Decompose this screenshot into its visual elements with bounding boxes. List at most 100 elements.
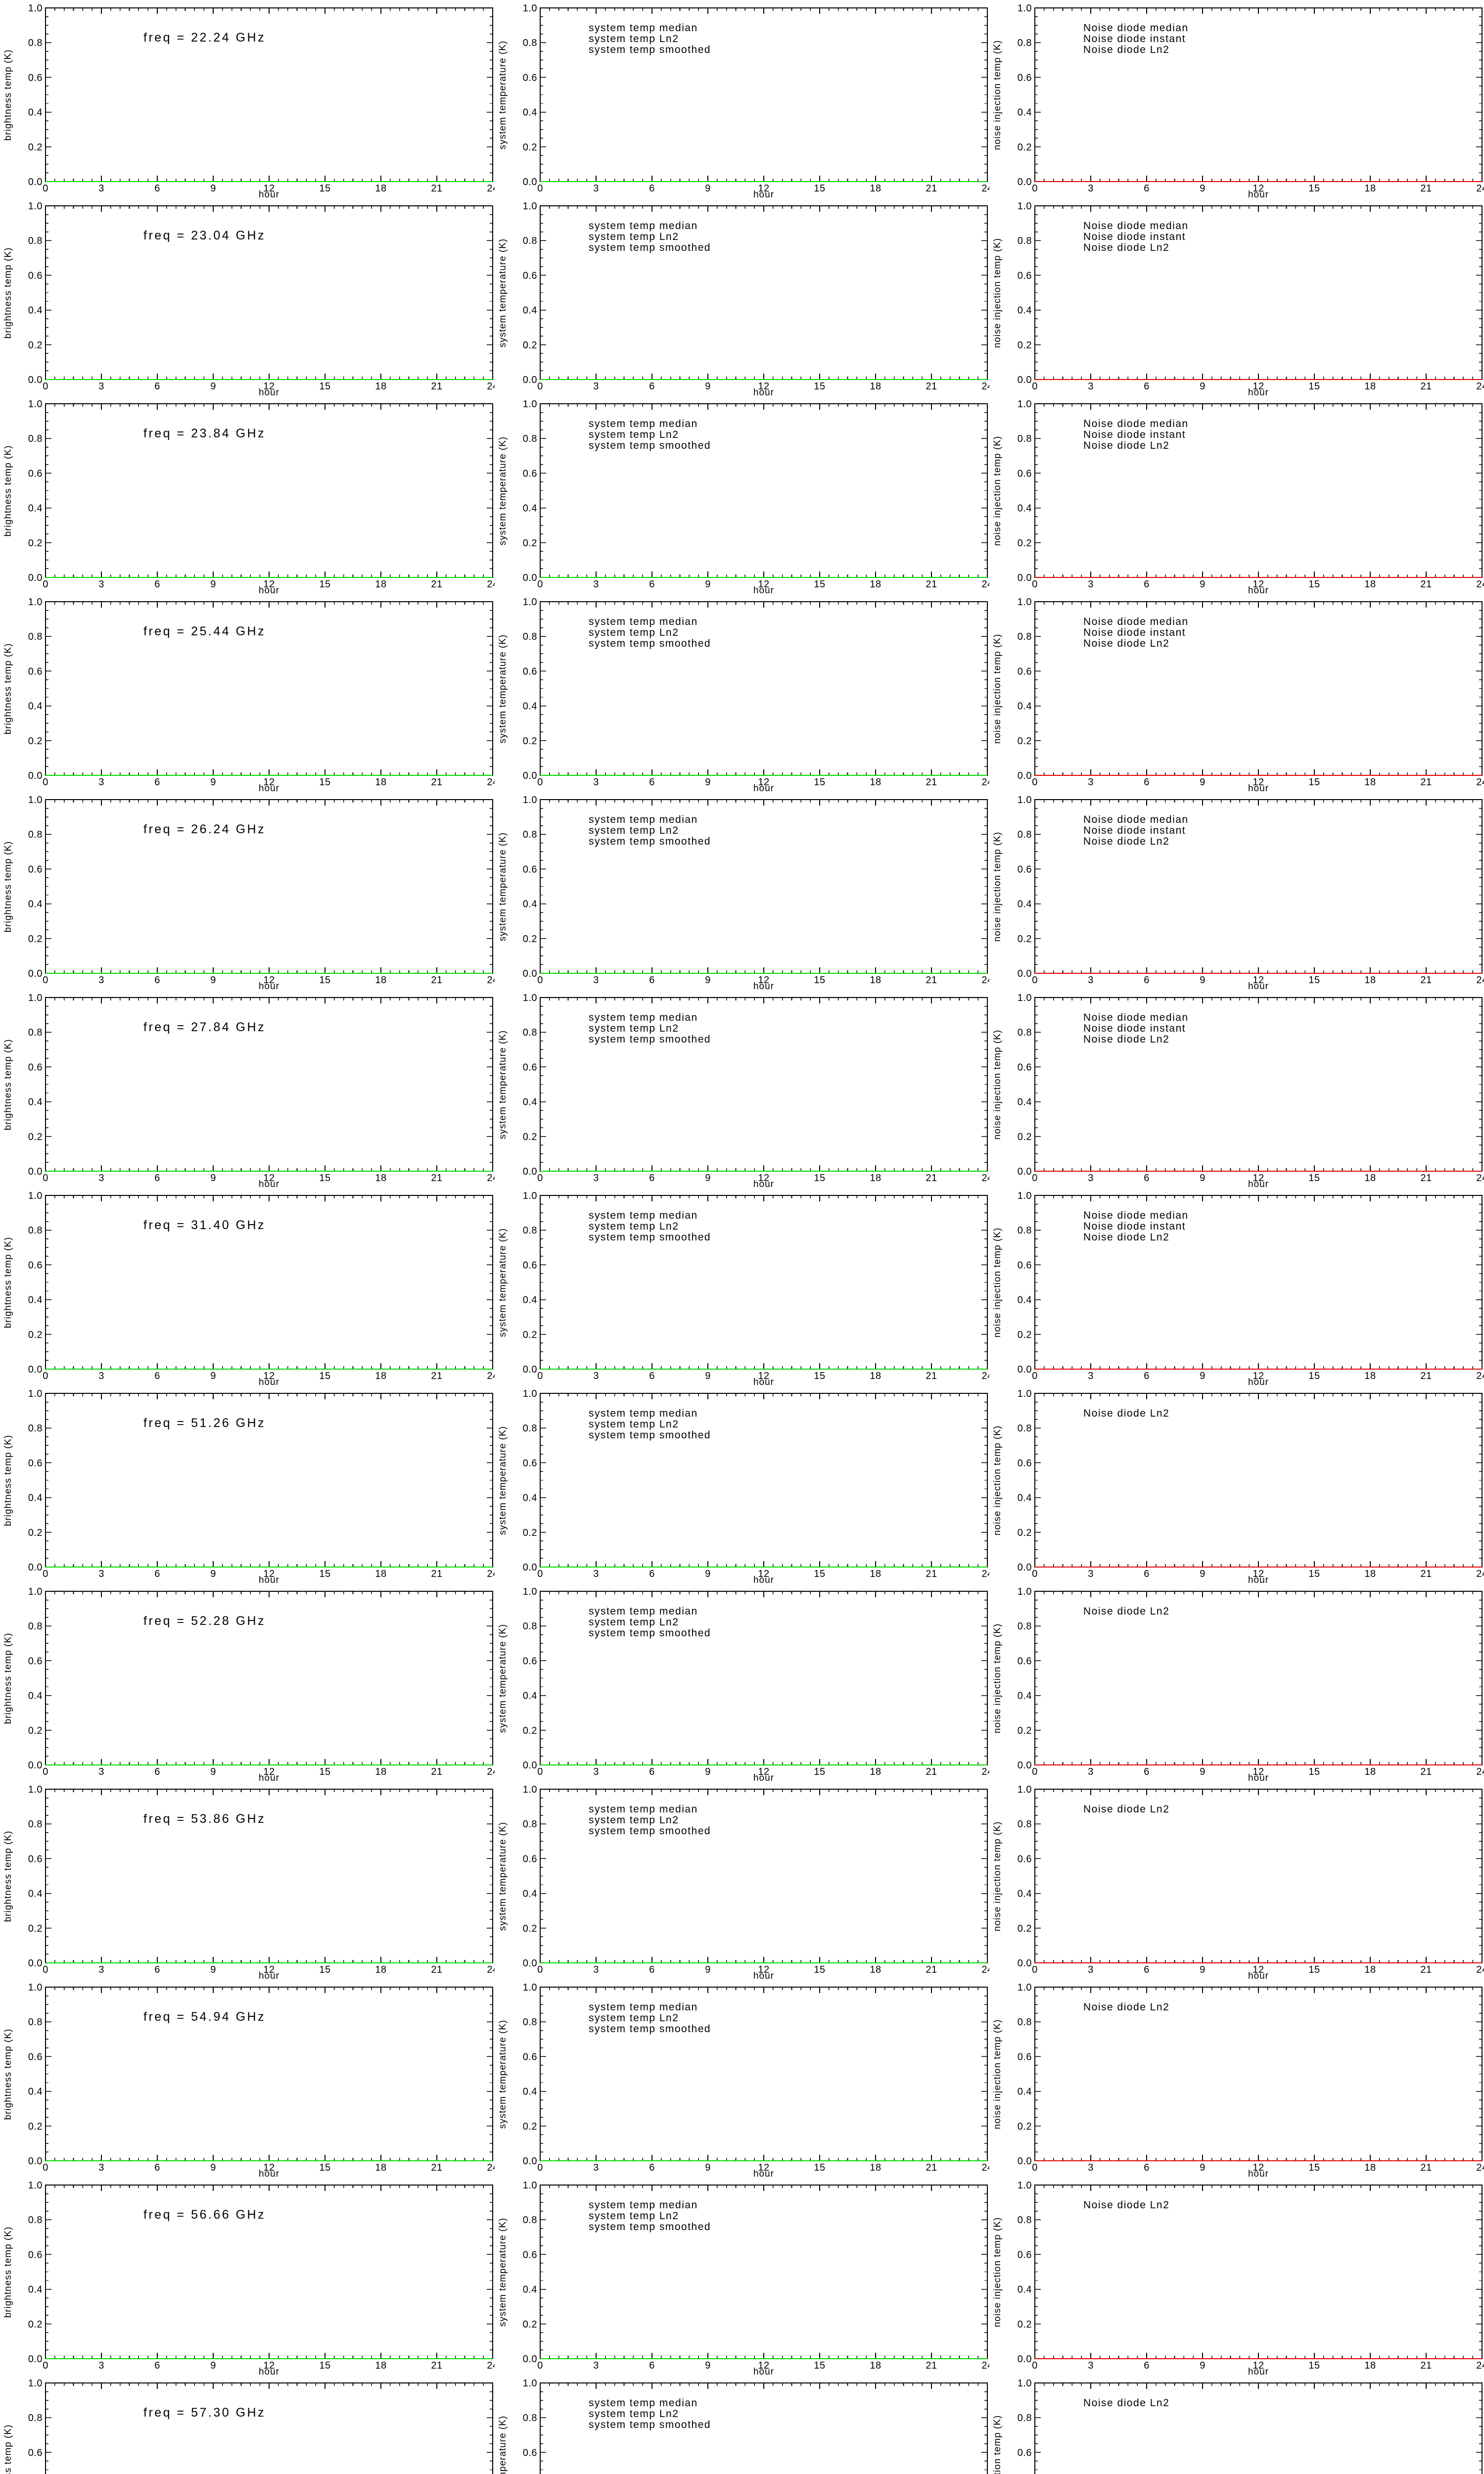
x-tick-label: 21 (926, 1569, 937, 1579)
x-tick-label: 24 (981, 381, 989, 392)
plot-row6-brightness-27.84GHz: 0.0 0.2 0.4 0.6 0.8 1.0 freq = 27.84 GHz 0 3 6 9 12… (0, 990, 495, 1188)
plot-svg-noise: 0.0 0.2 0.4 0.6 0.8 1.0 Noise diode Ln2 0 3 6 9 12 1… (992, 2180, 1484, 2375)
y-tick-label: 0.8 (523, 1027, 537, 1038)
y-tick-label: 0.8 (1018, 2017, 1032, 2028)
x-tick-label: 24 (1476, 777, 1484, 788)
x-tick-label: 9 (210, 183, 216, 194)
legend-entry-green: system temp smoothed (589, 2419, 711, 2430)
plot-svg-noise: 0.0 0.2 0.4 0.6 0.8 1.0 Noise diode Ln2 0 3 6 9 12 1… (992, 1784, 1484, 1979)
plot-frame (45, 601, 493, 776)
x-tick-label: 15 (814, 1569, 825, 1579)
y-tick-label: 1.0 (523, 2378, 537, 2389)
y-tick-label: 0.6 (28, 1656, 43, 1666)
freq-annotation: freq = 56.66 GHz (143, 2208, 266, 2222)
y-axis-title: noise injection temp (K) (992, 832, 1003, 942)
x-tick-label: 0 (537, 1371, 543, 1381)
legend-entry-green: Noise diode instant (1083, 33, 1186, 45)
y-tick-label: 0.0 (28, 968, 43, 979)
y-tick-label: 0.4 (1018, 1493, 1032, 1504)
legend-entry-red: Noise diode Ln2 (1083, 1232, 1169, 1243)
plot-frame (45, 1987, 493, 2161)
x-tick-label: 0 (537, 2360, 543, 2371)
legend-entry-blue: system temp median (589, 814, 698, 825)
x-tick-label: 6 (1144, 1569, 1150, 1579)
x-tick-label: 24 (1476, 1766, 1484, 1777)
legend-entry-red: system temp Ln2 (589, 2012, 679, 2024)
plot-frame (1034, 1393, 1483, 1568)
y-tick-label: 0.2 (523, 1330, 537, 1340)
plot-row2-system-23.04GHz: 0.0 0.2 0.4 0.6 0.8 1.0 system temp median syst… (495, 198, 989, 396)
y-tick-label: 0.0 (1018, 2354, 1032, 2365)
x-tick-label: 9 (705, 183, 711, 194)
x-tick-label: 24 (487, 975, 495, 986)
plot-row2-brightness-23.04GHz: 0.0 0.2 0.4 0.6 0.8 1.0 freq = 23.04 GHz 0 3 6 9 12… (0, 198, 495, 396)
y-axis-title: brightness temp (K) (3, 1039, 13, 1131)
plot-frame (1034, 2185, 1483, 2359)
x-tick-label: 18 (375, 1569, 386, 1579)
x-tick-label: 12 (1252, 2162, 1264, 2173)
x-tick-label: 0 (43, 579, 48, 590)
y-tick-label: 0.0 (28, 1562, 43, 1573)
legend-entry-green: Noise diode instant (1083, 1023, 1186, 1034)
x-tick-label: 6 (154, 183, 160, 194)
x-tick-label: 24 (981, 2360, 989, 2371)
x-axis-title: hour (259, 783, 279, 792)
x-axis-title: hour (753, 2169, 774, 2177)
x-tick-label: 21 (926, 2162, 937, 2173)
x-tick-label: 9 (210, 1173, 216, 1184)
plot-frame (45, 2382, 493, 2474)
y-tick-label: 0.6 (28, 864, 43, 875)
y-tick-label: 1.0 (28, 2180, 43, 2191)
legend-entry-blue: Noise diode median (1083, 220, 1189, 232)
x-tick-label: 21 (431, 777, 442, 788)
x-tick-label: 0 (1032, 183, 1038, 194)
y-tick-label: 0.8 (1018, 2215, 1032, 2226)
y-tick-label: 0.6 (1018, 468, 1032, 479)
plot-svg-brightness: 0.0 0.2 0.4 0.6 0.8 1.0 freq = 54.94 GHz 0 3 6 9 12… (3, 1982, 495, 2177)
x-tick-label: 0 (43, 1569, 48, 1579)
x-tick-label: 3 (593, 777, 599, 788)
y-axis-title: noise injection temp (K) (992, 1623, 1003, 1734)
x-axis-title: hour (1248, 1773, 1269, 1781)
x-tick-label: 12 (1252, 1766, 1264, 1777)
x-tick-label: 9 (210, 2360, 216, 2371)
y-tick-label: 0.8 (1018, 2413, 1032, 2424)
x-tick-label: 15 (1308, 975, 1320, 986)
y-tick-label: 0.0 (523, 968, 537, 979)
y-tick-label: 0.8 (28, 38, 43, 48)
x-tick-label: 0 (537, 381, 543, 392)
plot-row10-noise-53.86GHz: 0.0 0.2 0.4 0.6 0.8 1.0 Noise diode Ln2 0 3 6 9 12 1… (989, 1781, 1484, 1979)
x-tick-label: 12 (263, 381, 275, 392)
x-tick-label: 12 (1252, 579, 1264, 590)
x-axis-title: hour (753, 783, 774, 792)
x-axis-title: hour (259, 1971, 279, 1979)
plot-row6-noise-27.84GHz: 0.0 0.2 0.4 0.6 0.8 1.0 Noise diode median Nois… (989, 990, 1484, 1188)
legend-entry-red: system temp Ln2 (589, 1221, 679, 1232)
x-tick-label: 18 (1364, 183, 1376, 194)
y-tick-label: 0.6 (1018, 1854, 1032, 1864)
y-tick-label: 0.6 (523, 1656, 537, 1666)
y-tick-label: 1.0 (523, 1586, 537, 1597)
y-tick-label: 0.4 (1018, 503, 1032, 514)
x-tick-label: 21 (1420, 1766, 1432, 1777)
y-axis-title: noise injection temp (K) (992, 40, 1003, 150)
x-axis-title: hour (1248, 585, 1269, 594)
y-tick-label: 0.4 (28, 305, 43, 316)
x-tick-label: 15 (814, 1964, 825, 1975)
x-axis-title: hour (753, 981, 774, 990)
x-tick-label: 3 (593, 1371, 599, 1381)
x-tick-label: 3 (593, 1173, 599, 1184)
legend-entry-green: system temp smoothed (589, 2023, 711, 2035)
legend-entry-red: system temp Ln2 (589, 2408, 679, 2420)
y-axis-title: brightness temp (K) (3, 445, 13, 537)
x-tick-label: 21 (431, 579, 442, 590)
y-tick-label: 0.2 (28, 1725, 43, 1736)
x-tick-label: 0 (537, 1964, 543, 1975)
x-tick-label: 0 (1032, 1173, 1038, 1184)
y-tick-label: 0.2 (523, 2319, 537, 2330)
y-tick-label: 0.4 (28, 1889, 43, 1900)
plot-row12-brightness-56.66GHz: 0.0 0.2 0.4 0.6 0.8 1.0 freq = 56.66 GHz 0 3 6 9 12… (0, 2177, 495, 2375)
x-tick-label: 0 (1032, 1964, 1038, 1975)
